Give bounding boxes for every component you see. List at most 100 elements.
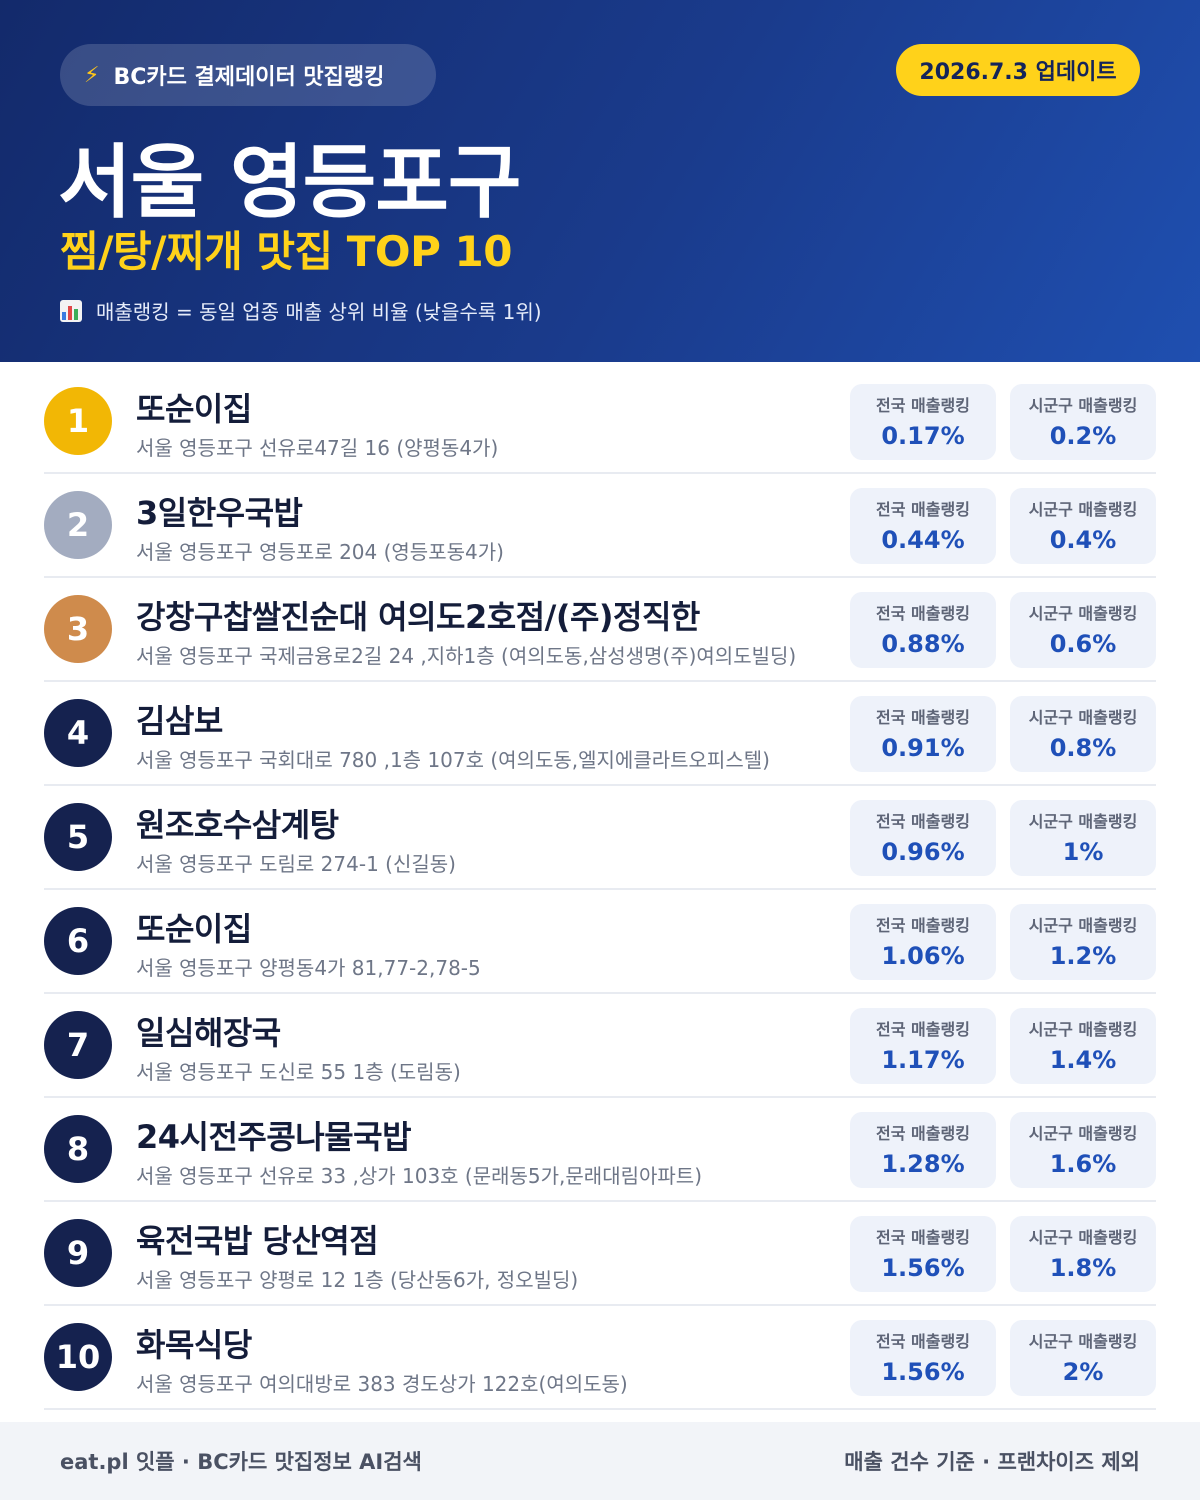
local-rank-value: 1.2% — [1049, 942, 1117, 970]
restaurant-address: 서울 영등포구 국회대로 780 ,1층 107호 (여의도동,엘지에클라트오피… — [136, 748, 770, 772]
national-rank-value: 0.96% — [881, 838, 965, 866]
local-rank-label: 시군구 매출랭킹 — [1028, 396, 1138, 415]
national-rank-value: 1.56% — [881, 1358, 965, 1386]
restaurant-list: 1 또순이집 서울 영등포구 선유로47길 16 (양평동4가) 전국 매출랭킹 0.1… — [44, 370, 1156, 1410]
local-rank-label: 시군구 매출랭킹 — [1028, 916, 1138, 935]
local-rank-stat: 시군구 매출랭킹 0.2% — [1010, 384, 1156, 460]
restaurant-address: 서울 영등포구 선유로47길 16 (양평동4가) — [136, 436, 499, 460]
rank-badge: 3 — [44, 595, 112, 663]
local-rank-value: 0.6% — [1049, 630, 1117, 658]
national-rank-label: 전국 매출랭킹 — [876, 916, 970, 935]
rank-badge: 9 — [44, 1219, 112, 1287]
rank-badge: 1 — [44, 387, 112, 455]
restaurant-address: 서울 영등포구 국제금융로2길 24 ,지하1층 (여의도동,삼성생명(주)여의… — [136, 644, 797, 668]
local-rank-stat: 시군구 매출랭킹 1.4% — [1010, 1008, 1156, 1084]
national-rank-label: 전국 매출랭킹 — [876, 1332, 970, 1351]
lightning-icon: ⚡ — [84, 62, 100, 88]
national-rank-stat: 전국 매출랭킹 1.28% — [850, 1112, 996, 1188]
rank-badge: 8 — [44, 1115, 112, 1183]
page-subtitle: 찜/탕/찌개 맛집 TOP 10 — [60, 227, 512, 276]
restaurant-address: 서울 영등포구 양평동4가 81,77-2,78-5 — [136, 956, 481, 980]
national-rank-label: 전국 매출랭킹 — [876, 812, 970, 831]
ranking-note-text: 매출랭킹 = 동일 업종 매출 상위 비율 (낮을수록 1위) — [96, 300, 542, 324]
restaurant-name[interactable]: 강창구찹쌀진순대 여의도2호점/(주)정직한 — [136, 598, 700, 636]
local-rank-stat: 시군구 매출랭킹 2% — [1010, 1320, 1156, 1396]
local-rank-stat: 시군구 매출랭킹 0.8% — [1010, 696, 1156, 772]
restaurant-name[interactable]: 김삼보 — [136, 702, 223, 740]
restaurant-address: 서울 영등포구 양평로 12 1층 (당산동6가, 정오빌딩) — [136, 1268, 579, 1292]
source-pill-label: BC카드 결제데이터 맛집랭킹 — [113, 65, 385, 90]
rank-badge: 5 — [44, 803, 112, 871]
local-rank-label: 시군구 매출랭킹 — [1028, 500, 1138, 519]
national-rank-stat: 전국 매출랭킹 1.06% — [850, 904, 996, 980]
local-rank-stat: 시군구 매출랭킹 1.8% — [1010, 1216, 1156, 1292]
local-rank-value: 1% — [1062, 838, 1104, 866]
national-rank-value: 1.56% — [881, 1254, 965, 1282]
local-rank-label: 시군구 매출랭킹 — [1028, 1124, 1138, 1143]
local-rank-value: 0.8% — [1049, 734, 1117, 762]
national-rank-stat: 전국 매출랭킹 0.44% — [850, 488, 996, 564]
bar-chart-icon — [60, 299, 82, 322]
national-rank-label: 전국 매출랭킹 — [876, 604, 970, 623]
restaurant-name[interactable]: 3일한우국밥 — [136, 494, 303, 532]
restaurant-name[interactable]: 화목식당 — [136, 1326, 252, 1364]
list-item[interactable]: 8 24시전주콩나물국밥 서울 영등포구 선유로 33 ,상가 103호 (문래동5… — [44, 1098, 1156, 1202]
local-rank-label: 시군구 매출랭킹 — [1028, 604, 1138, 623]
national-rank-label: 전국 매출랭킹 — [876, 708, 970, 727]
header-banner: ⚡ BC카드 결제데이터 맛집랭킹 2026.7.3 업데이트 서울 영등포구 … — [0, 0, 1200, 362]
national-rank-label: 전국 매출랭킹 — [876, 1228, 970, 1247]
national-rank-stat: 전국 매출랭킹 0.96% — [850, 800, 996, 876]
national-rank-value: 0.44% — [881, 526, 965, 554]
local-rank-value: 1.8% — [1049, 1254, 1117, 1282]
footer: eat.pl 잇플 · BC카드 맛집정보 AI검색 매출 건수 기준 · 프랜… — [0, 1422, 1200, 1500]
footer-criteria: 매출 건수 기준 · 프랜차이즈 제외 — [844, 1450, 1140, 1474]
page-title: 서울 영등포구 — [58, 136, 521, 229]
list-item[interactable]: 7 일심해장국 서울 영등포구 도신로 55 1층 (도림동) 전국 매출랭킹 1.17… — [44, 994, 1156, 1098]
local-rank-stat: 시군구 매출랭킹 0.6% — [1010, 592, 1156, 668]
restaurant-name[interactable]: 육전국밥 당산역점 — [136, 1222, 379, 1260]
national-rank-stat: 전국 매출랭킹 0.17% — [850, 384, 996, 460]
national-rank-label: 전국 매출랭킹 — [876, 1020, 970, 1039]
local-rank-value: 0.2% — [1049, 422, 1117, 450]
update-badge: 2026.7.3 업데이트 — [896, 44, 1140, 96]
local-rank-stat: 시군구 매출랭킹 0.4% — [1010, 488, 1156, 564]
local-rank-label: 시군구 매출랭킹 — [1028, 708, 1138, 727]
ranking-note: 매출랭킹 = 동일 업종 매출 상위 비율 (낮을수록 1위) — [60, 296, 542, 325]
restaurant-address: 서울 영등포구 도림로 274-1 (신길동) — [136, 852, 456, 876]
local-rank-label: 시군구 매출랭킹 — [1028, 1228, 1138, 1247]
national-rank-value: 1.28% — [881, 1150, 965, 1178]
local-rank-label: 시군구 매출랭킹 — [1028, 1332, 1138, 1351]
local-rank-label: 시군구 매출랭킹 — [1028, 812, 1138, 831]
local-rank-stat: 시군구 매출랭킹 1% — [1010, 800, 1156, 876]
national-rank-label: 전국 매출랭킹 — [876, 500, 970, 519]
local-rank-stat: 시군구 매출랭킹 1.2% — [1010, 904, 1156, 980]
local-rank-label: 시군구 매출랭킹 — [1028, 1020, 1138, 1039]
local-rank-stat: 시군구 매출랭킹 1.6% — [1010, 1112, 1156, 1188]
restaurant-name[interactable]: 24시전주콩나물국밥 — [136, 1118, 412, 1156]
list-item[interactable]: 10 화목식당 서울 영등포구 여의대방로 383 경도상가 122호(여의도동) 전… — [44, 1306, 1156, 1410]
rank-badge: 6 — [44, 907, 112, 975]
restaurant-name[interactable]: 일심해장국 — [136, 1014, 281, 1052]
national-rank-value: 0.91% — [881, 734, 965, 762]
national-rank-stat: 전국 매출랭킹 1.56% — [850, 1216, 996, 1292]
rank-badge: 4 — [44, 699, 112, 767]
local-rank-value: 1.6% — [1049, 1150, 1117, 1178]
restaurant-address: 서울 영등포구 도신로 55 1층 (도림동) — [136, 1060, 461, 1084]
national-rank-stat: 전국 매출랭킹 1.56% — [850, 1320, 996, 1396]
footer-source: eat.pl 잇플 · BC카드 맛집정보 AI검색 — [60, 1450, 422, 1474]
national-rank-value: 1.06% — [881, 942, 965, 970]
list-item[interactable]: 2 3일한우국밥 서울 영등포구 영등포로 204 (영등포동4가) 전국 매출랭킹 0… — [44, 474, 1156, 578]
restaurant-name[interactable]: 또순이집 — [136, 910, 252, 948]
national-rank-label: 전국 매출랭킹 — [876, 396, 970, 415]
restaurant-name[interactable]: 원조호수삼계탕 — [136, 806, 339, 844]
restaurant-name[interactable]: 또순이집 — [136, 390, 252, 428]
national-rank-value: 1.17% — [881, 1046, 965, 1074]
national-rank-value: 0.17% — [881, 422, 965, 450]
rank-badge: 10 — [44, 1323, 112, 1391]
